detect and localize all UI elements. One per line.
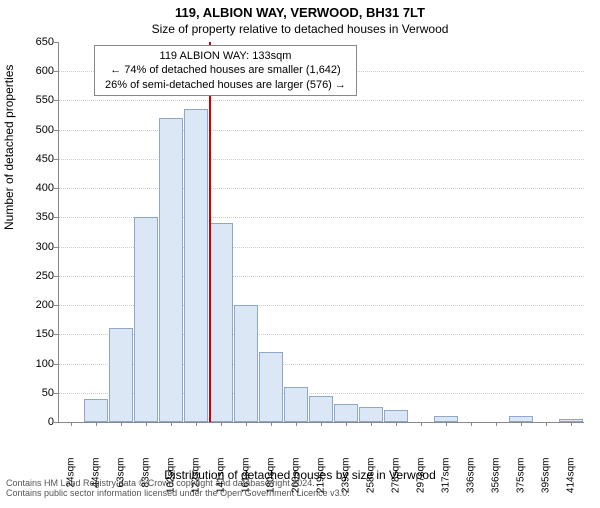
x-tick-mark	[196, 422, 197, 426]
x-tick-mark	[296, 422, 297, 426]
x-tick-label: 180sqm	[265, 458, 276, 508]
y-tick-mark	[54, 305, 58, 306]
x-tick-mark	[446, 422, 447, 426]
chart-container: 119, ALBION WAY, VERWOOD, BH31 7LT Size …	[0, 0, 600, 500]
y-tick-mark	[54, 159, 58, 160]
x-tick-label: 161sqm	[240, 458, 251, 508]
anno-line1: 119 ALBION WAY: 133sqm	[105, 49, 346, 63]
y-tick-label: 100	[14, 358, 54, 370]
x-tick-mark	[71, 422, 72, 426]
y-tick-label: 150	[14, 328, 54, 340]
x-tick-mark	[471, 422, 472, 426]
histogram-bar	[359, 407, 383, 422]
x-tick-mark	[421, 422, 422, 426]
x-tick-mark	[546, 422, 547, 426]
y-tick-label: 550	[14, 94, 54, 106]
y-tick-mark	[54, 217, 58, 218]
x-tick-label: 395sqm	[540, 458, 551, 508]
histogram-bar	[259, 352, 283, 422]
y-tick-mark	[54, 334, 58, 335]
y-tick-label: 600	[14, 65, 54, 77]
x-tick-mark	[571, 422, 572, 426]
y-tick-label: 500	[14, 124, 54, 136]
y-tick-label: 0	[14, 416, 54, 428]
x-tick-mark	[496, 422, 497, 426]
y-tick-label: 450	[14, 153, 54, 165]
histogram-bar	[109, 328, 133, 422]
x-tick-mark	[121, 422, 122, 426]
y-tick-mark	[54, 100, 58, 101]
grid-line	[59, 188, 584, 189]
histogram-bar	[309, 396, 333, 422]
x-tick-label: 239sqm	[340, 458, 351, 508]
x-tick-label: 278sqm	[390, 458, 401, 508]
histogram-bar	[84, 399, 108, 422]
x-tick-mark	[521, 422, 522, 426]
anno-line2: ← 74% of detached houses are smaller (1,…	[105, 63, 346, 77]
x-tick-mark	[96, 422, 97, 426]
y-tick-label: 200	[14, 299, 54, 311]
y-tick-label: 350	[14, 211, 54, 223]
x-tick-mark	[171, 422, 172, 426]
y-tick-mark	[54, 188, 58, 189]
y-tick-mark	[54, 364, 58, 365]
y-tick-mark	[54, 247, 58, 248]
x-tick-label: 297sqm	[415, 458, 426, 508]
annotation-box: 119 ALBION WAY: 133sqm← 74% of detached …	[94, 45, 357, 96]
x-tick-mark	[246, 422, 247, 426]
y-tick-mark	[54, 393, 58, 394]
x-tick-label: 24sqm	[65, 458, 76, 508]
y-tick-label: 400	[14, 182, 54, 194]
x-tick-mark	[371, 422, 372, 426]
histogram-bar	[284, 387, 308, 422]
grid-line	[59, 130, 584, 131]
x-tick-label: 317sqm	[440, 458, 451, 508]
x-tick-label: 63sqm	[115, 458, 126, 508]
y-tick-label: 300	[14, 241, 54, 253]
y-tick-label: 50	[14, 387, 54, 399]
histogram-bar	[184, 109, 208, 422]
chart-title-main: 119, ALBION WAY, VERWOOD, BH31 7LT	[0, 5, 600, 20]
x-tick-mark	[146, 422, 147, 426]
marker-line	[209, 42, 211, 422]
x-tick-label: 122sqm	[190, 458, 201, 508]
histogram-bar	[159, 118, 183, 422]
x-tick-mark	[221, 422, 222, 426]
plot-area: 119 ALBION WAY: 133sqm← 74% of detached …	[58, 42, 584, 423]
x-tick-label: 375sqm	[515, 458, 526, 508]
x-tick-label: 200sqm	[290, 458, 301, 508]
x-tick-mark	[321, 422, 322, 426]
x-tick-mark	[396, 422, 397, 426]
x-tick-label: 83sqm	[140, 458, 151, 508]
histogram-bar	[209, 223, 233, 422]
y-tick-mark	[54, 422, 58, 423]
x-tick-label: 356sqm	[490, 458, 501, 508]
histogram-bar	[334, 404, 358, 422]
y-axis-label: Number of detached properties	[2, 65, 16, 230]
x-tick-label: 44sqm	[90, 458, 101, 508]
y-tick-mark	[54, 130, 58, 131]
y-tick-mark	[54, 42, 58, 43]
histogram-bar	[134, 217, 158, 422]
grid-line	[59, 159, 584, 160]
x-tick-mark	[271, 422, 272, 426]
histogram-bar	[384, 410, 408, 422]
x-tick-label: 219sqm	[315, 458, 326, 508]
y-tick-mark	[54, 71, 58, 72]
y-tick-label: 650	[14, 36, 54, 48]
grid-line	[59, 100, 584, 101]
chart-title-sub: Size of property relative to detached ho…	[0, 22, 600, 36]
x-tick-label: 414sqm	[565, 458, 576, 508]
y-tick-mark	[54, 276, 58, 277]
x-tick-label: 336sqm	[465, 458, 476, 508]
histogram-bar	[234, 305, 258, 422]
x-tick-label: 102sqm	[165, 458, 176, 508]
anno-line3: 26% of semi-detached houses are larger (…	[105, 78, 346, 92]
x-tick-label: 258sqm	[365, 458, 376, 508]
x-tick-mark	[346, 422, 347, 426]
x-tick-label: 141sqm	[215, 458, 226, 508]
y-tick-label: 250	[14, 270, 54, 282]
